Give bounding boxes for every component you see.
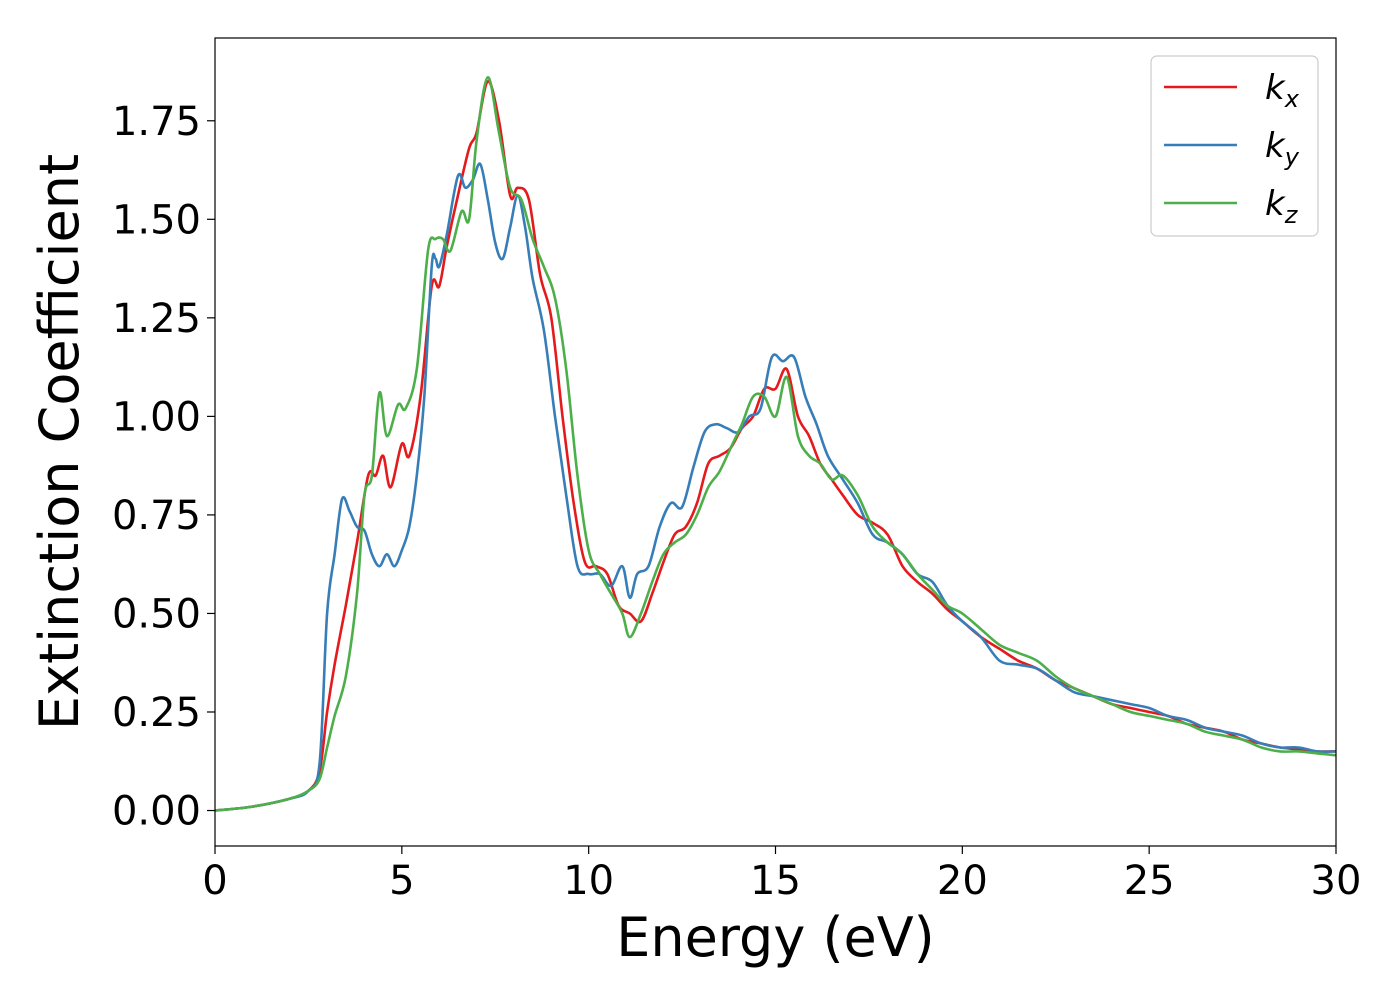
series-line-ky [215,162,1336,812]
y-tick-label: 0.50 [112,591,201,637]
x-tick-label: 30 [1311,858,1362,904]
y-tick-label: 0.25 [112,690,201,736]
y-tick-label: 1.50 [112,197,201,243]
series-layer [215,76,1336,812]
x-tick-label: 25 [1124,858,1175,904]
x-tick-label: 5 [389,858,414,904]
legend-label-kx: kx [1265,68,1300,113]
legend: kx ky kz [1150,55,1319,237]
x-tick-label: 15 [750,858,801,904]
y-axis-ticks: 0.00 0.25 0.50 0.75 1.00 1.25 1.50 1.75 [112,99,215,835]
series-line-kz [215,76,1336,812]
y-tick-label: 1.75 [112,99,201,145]
y-tick-label: 1.00 [112,394,201,440]
x-axis-label: Energy (eV) [616,906,935,969]
y-tick-label: 1.25 [112,296,201,342]
x-tick-label: 20 [937,858,988,904]
y-tick-label: 0.00 [112,789,201,835]
x-tick-label: 10 [563,858,614,904]
legend-label-ky: ky [1265,126,1300,171]
y-tick-label: 0.75 [112,493,201,539]
legend-label-kz: kz [1265,184,1299,229]
x-tick-label: 0 [202,858,227,904]
x-axis-ticks: 0 5 10 15 20 25 30 [202,846,1361,904]
y-axis-label: Extinction Coefficient [28,154,91,730]
